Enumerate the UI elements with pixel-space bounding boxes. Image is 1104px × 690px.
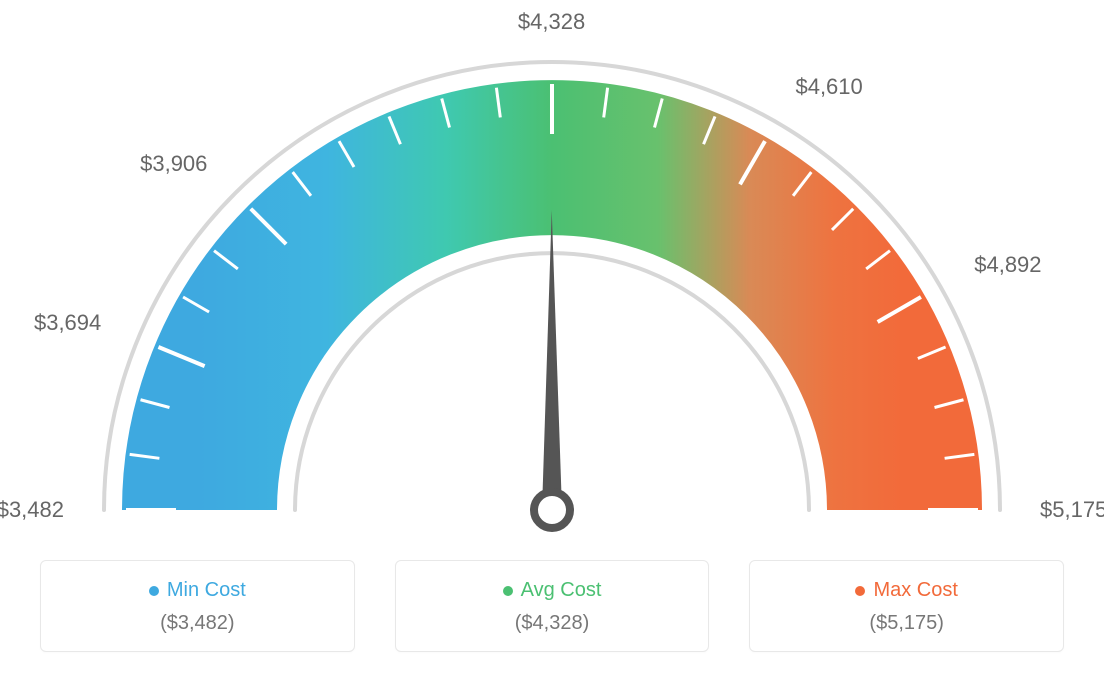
gauge-tick-label: $4,328 [518, 9, 585, 35]
legend-title-min: Min Cost [167, 579, 246, 602]
legend-value-min: ($3,482) [51, 612, 344, 635]
legend-dot-max [855, 586, 865, 596]
gauge-tick-label: $3,906 [140, 151, 207, 177]
gauge-tick-label: $4,892 [974, 252, 1041, 278]
legend-title-avg: Avg Cost [521, 579, 602, 602]
gauge-tick-label: $4,610 [795, 74, 862, 100]
legend-card-avg: Avg Cost ($4,328) [395, 560, 710, 652]
gauge-tick-label: $3,694 [34, 310, 101, 336]
legend-card-min: Min Cost ($3,482) [40, 560, 355, 652]
legend-card-max: Max Cost ($5,175) [749, 560, 1064, 652]
legend-title-max: Max Cost [873, 579, 957, 602]
legend-value-max: ($5,175) [760, 612, 1053, 635]
gauge-chart: $3,482 $3,694 $3,906 $4,328 $4,610 $4,892 $5,1… [0, 0, 1104, 560]
gauge-tick-label: $5,175 [1040, 497, 1104, 523]
legend-row: Min Cost ($3,482) Avg Cost ($4,328) Max … [0, 560, 1104, 652]
legend-dot-avg [503, 586, 513, 596]
legend-value-avg: ($4,328) [406, 612, 699, 635]
gauge-tick-label: $3,482 [0, 497, 64, 523]
legend-dot-min [149, 586, 159, 596]
gauge-svg [0, 0, 1104, 560]
